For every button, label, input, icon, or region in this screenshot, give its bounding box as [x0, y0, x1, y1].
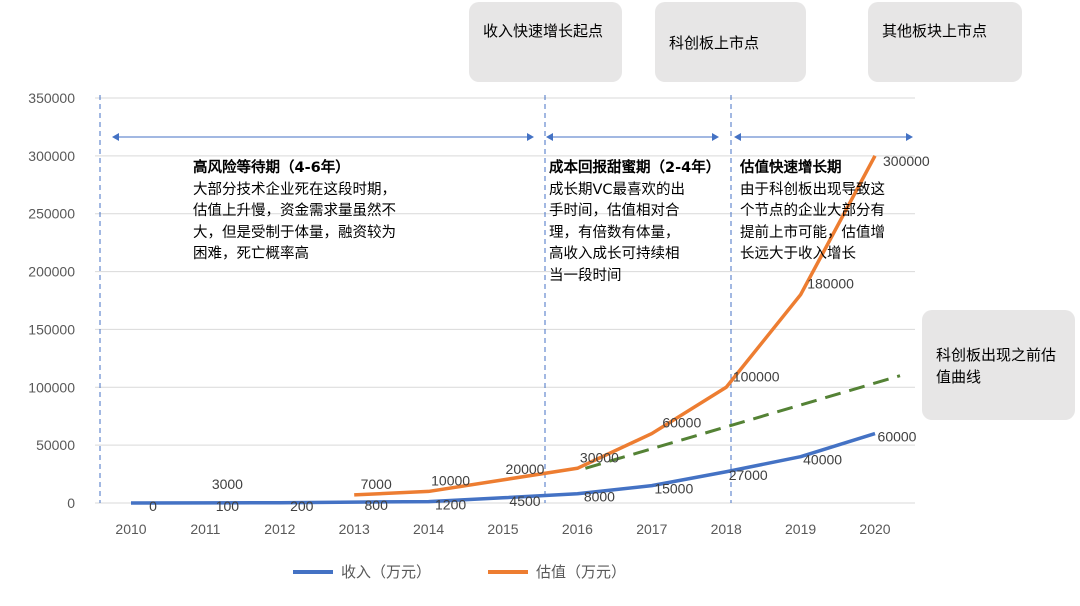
revenue-data-label: 200: [290, 498, 314, 514]
phase-note-rapid-growth: 估值快速增长期 由于科创板出现导致这 个节点的企业大部分有 提前上市可能，估值增…: [740, 158, 890, 266]
callout-other-board-listing: 其他板块上市点: [868, 2, 1022, 82]
x-tick-label: 2017: [636, 521, 667, 537]
revenue-data-label: 8000: [584, 489, 615, 505]
phase-line: 成长期VC最喜欢的出: [549, 181, 686, 198]
phase-line: 手时间，估值相对合: [549, 203, 680, 219]
phase-line: 长远大于收入增长: [740, 246, 856, 262]
phase-title: 成本回报甜蜜期（2-4年）: [549, 160, 721, 176]
phase-note-sweet-spot: 成本回报甜蜜期（2-4年） 成长期VC最喜欢的出 手时间，估值相对合 理，有倍数…: [549, 158, 724, 287]
y-tick-label: 350000: [28, 90, 75, 106]
phase-note-high-risk: 高风险等待期（4-6年） 大部分技术企业死在这段时期， 估值上升慢，资金需求量虽…: [193, 158, 463, 266]
valuation-data-label: 100000: [733, 368, 780, 384]
y-tick-label: 50000: [36, 437, 75, 453]
legend-label: 收入（万元）: [341, 563, 432, 581]
valuation-data-label: 30000: [580, 449, 619, 465]
x-tick-label: 2015: [487, 521, 518, 537]
y-tick-label: 300000: [28, 148, 75, 164]
x-tick-label: 2016: [562, 521, 593, 537]
x-tick-label: 2014: [413, 521, 444, 537]
legend-swatch: [293, 569, 333, 574]
revenue-data-label: 60000: [878, 429, 917, 445]
revenue-data-label: 1200: [435, 497, 466, 513]
phase-line: 估值上升慢，资金需求量虽然不: [193, 203, 396, 219]
phase-line: 由于科创板出现导致这: [740, 181, 885, 198]
valuation-data-label: 7000: [361, 476, 392, 492]
x-tick-label: 2019: [785, 521, 816, 537]
x-tick-label: 2013: [339, 521, 370, 537]
phase-line: 大，但是受制于体量，融资较为: [193, 224, 396, 241]
phase-line: 高收入成长可持续相: [549, 246, 680, 262]
y-tick-label: 250000: [28, 206, 75, 222]
phase-line: 困难，死亡概率高: [193, 246, 309, 262]
x-tick-label: 2011: [190, 521, 220, 537]
x-tick-label: 2012: [264, 521, 295, 537]
valuation-data-label: 20000: [506, 461, 545, 477]
phase-line: 个节点的企业大部分有: [740, 203, 885, 219]
valuation-data-label: 10000: [431, 472, 470, 488]
pre-star-valuation-projection-line: [584, 374, 901, 470]
legend-item-revenue: 收入（万元）: [293, 561, 431, 582]
phase-line: 提前上市可能，估值增: [740, 224, 885, 241]
valuation-data-label: 60000: [662, 415, 701, 431]
legend-item-valuation: 估值（万元）: [488, 561, 626, 582]
y-tick-label: 200000: [28, 264, 75, 280]
y-tick-label: 100000: [28, 379, 75, 395]
phase-title: 估值快速增长期: [740, 160, 842, 176]
phase-line: 当一段时间: [549, 267, 622, 284]
y-tick-label: 0: [67, 495, 75, 511]
revenue-data-label: 0: [149, 498, 157, 514]
valuation-data-label: 300000: [883, 153, 930, 169]
revenue-line: [130, 431, 876, 505]
valuation-data-label: 3000: [212, 476, 243, 492]
phase-line: 大部分技术企业死在这段时期，: [193, 181, 396, 198]
valuation-line: [354, 155, 877, 497]
revenue-data-label: 40000: [803, 452, 842, 468]
y-tick-label: 150000: [28, 321, 75, 337]
valuation-data-label: 180000: [807, 276, 854, 292]
phase-title: 高风险等待期（4-6年）: [193, 160, 350, 176]
revenue-data-label: 27000: [729, 467, 768, 483]
revenue-data-label: 15000: [654, 481, 693, 497]
x-tick-label: 2010: [115, 521, 146, 537]
legend-swatch: [488, 569, 528, 574]
legend-label: 估值（万元）: [536, 563, 627, 581]
callout-revenue-growth-start: 收入快速增长起点: [469, 2, 622, 82]
revenue-data-label: 4500: [509, 493, 540, 509]
x-tick-label: 2020: [859, 521, 890, 537]
revenue-data-label: 800: [365, 497, 389, 513]
revenue-data-label: 100: [216, 498, 240, 514]
callout-pre-star-valuation: 科创板出现之前估值曲线: [922, 310, 1075, 420]
callout-star-market-listing: 科创板上市点: [655, 2, 806, 82]
phase-line: 理，有倍数有体量，: [549, 224, 680, 241]
x-tick-label: 2018: [711, 521, 742, 537]
